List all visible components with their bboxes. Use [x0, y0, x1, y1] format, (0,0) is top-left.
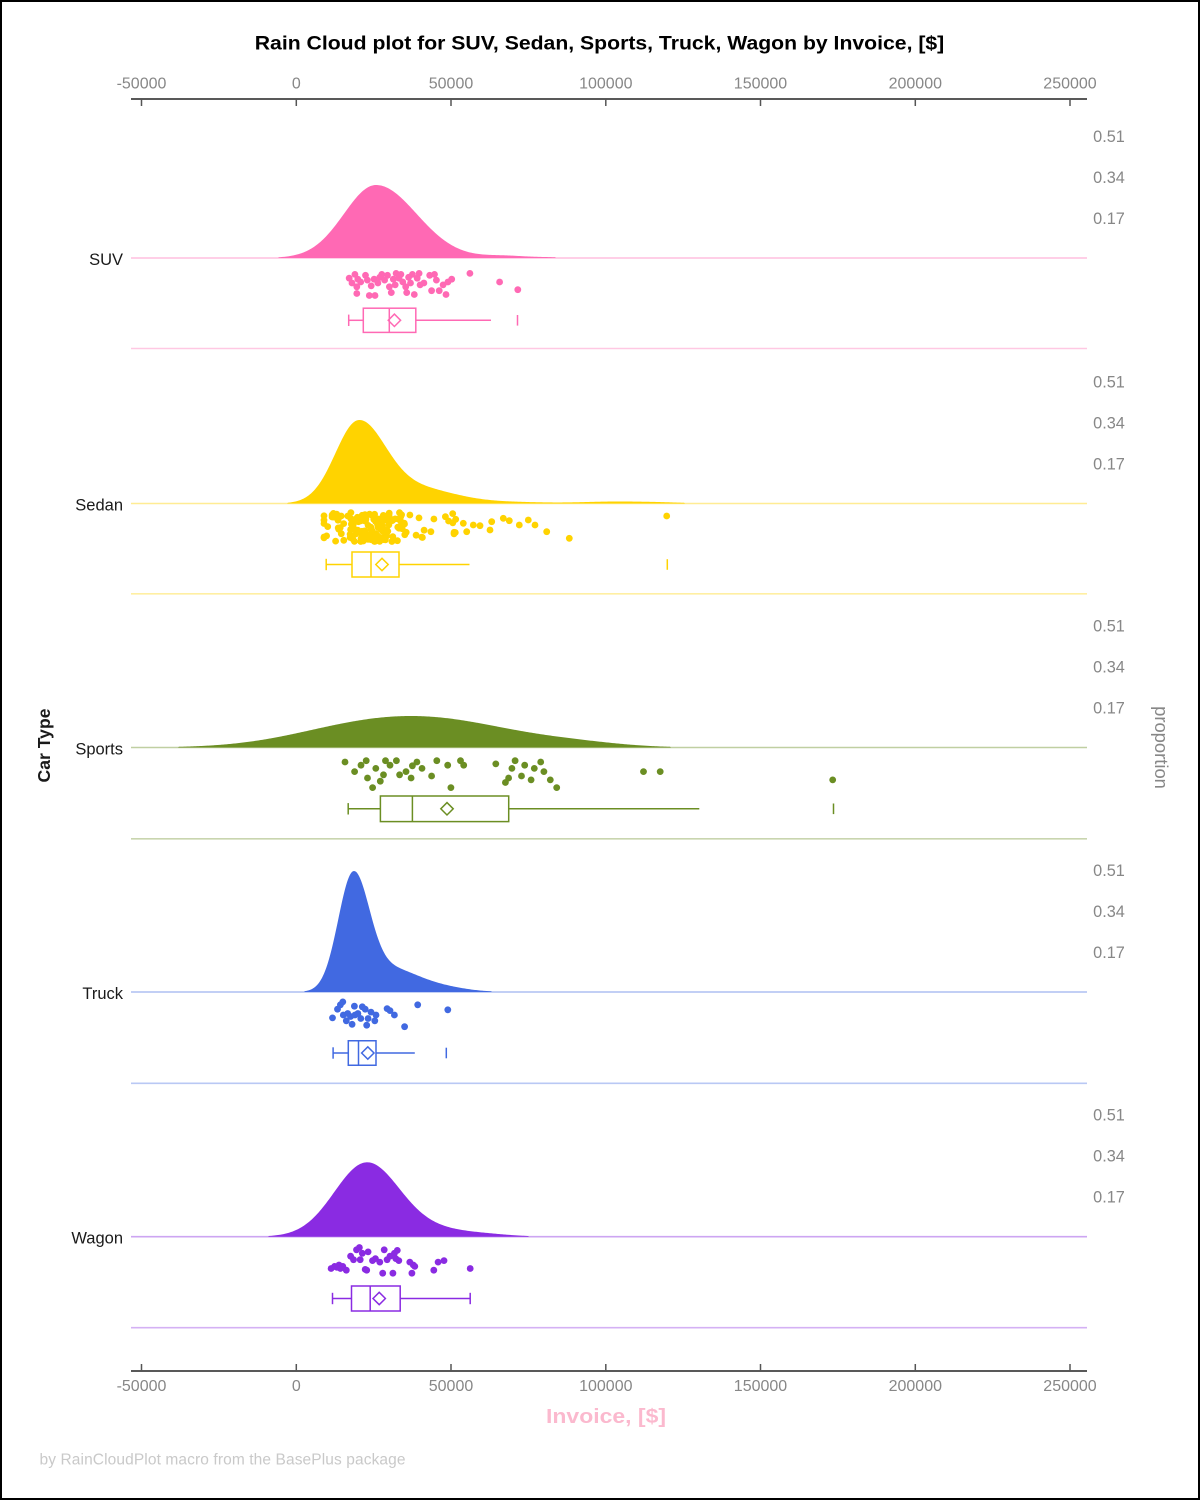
svg-text:Car Type: Car Type	[34, 708, 54, 782]
svg-text:proportion: proportion	[1151, 706, 1172, 789]
svg-text:SUV: SUV	[89, 251, 123, 269]
svg-text:0.17: 0.17	[1093, 455, 1125, 473]
svg-text:0: 0	[292, 1378, 301, 1395]
svg-text:0.34: 0.34	[1093, 903, 1125, 921]
svg-text:150000: 150000	[734, 1378, 787, 1395]
svg-text:0.34: 0.34	[1093, 169, 1125, 187]
svg-text:50000: 50000	[429, 76, 474, 93]
svg-text:0.17: 0.17	[1093, 1189, 1125, 1207]
svg-text:0.17: 0.17	[1093, 944, 1125, 962]
svg-text:0.51: 0.51	[1093, 1107, 1125, 1125]
svg-text:Rain Cloud plot for SUV, Sedan: Rain Cloud plot for SUV, Sedan, Sports, …	[255, 33, 945, 54]
svg-text:50000: 50000	[429, 1378, 474, 1395]
svg-text:0.34: 0.34	[1093, 1148, 1125, 1166]
svg-text:Truck: Truck	[82, 985, 123, 1003]
svg-text:250000: 250000	[1043, 1378, 1096, 1395]
svg-text:0.34: 0.34	[1093, 414, 1125, 432]
svg-text:-50000: -50000	[117, 1378, 167, 1395]
svg-text:150000: 150000	[734, 76, 787, 93]
svg-text:by RainCloudPlot macro from th: by RainCloudPlot macro from the BasePlus…	[40, 1452, 406, 1469]
svg-text:Sedan: Sedan	[75, 496, 123, 514]
svg-text:0.51: 0.51	[1093, 128, 1125, 146]
svg-text:0.51: 0.51	[1093, 862, 1125, 880]
svg-text:Wagon: Wagon	[71, 1230, 123, 1248]
svg-text:0: 0	[292, 76, 301, 93]
svg-text:0.17: 0.17	[1093, 699, 1125, 717]
svg-text:Invoice, [$]: Invoice, [$]	[546, 1406, 666, 1428]
svg-text:Sports: Sports	[75, 740, 123, 758]
svg-text:200000: 200000	[889, 1378, 942, 1395]
svg-text:100000: 100000	[579, 76, 632, 93]
svg-text:250000: 250000	[1043, 76, 1096, 93]
svg-text:200000: 200000	[889, 76, 942, 93]
svg-text:0.17: 0.17	[1093, 210, 1125, 228]
svg-text:100000: 100000	[579, 1378, 632, 1395]
svg-text:0.51: 0.51	[1093, 617, 1125, 635]
svg-text:0.51: 0.51	[1093, 373, 1125, 391]
svg-text:-50000: -50000	[117, 76, 167, 93]
svg-text:0.34: 0.34	[1093, 658, 1125, 676]
